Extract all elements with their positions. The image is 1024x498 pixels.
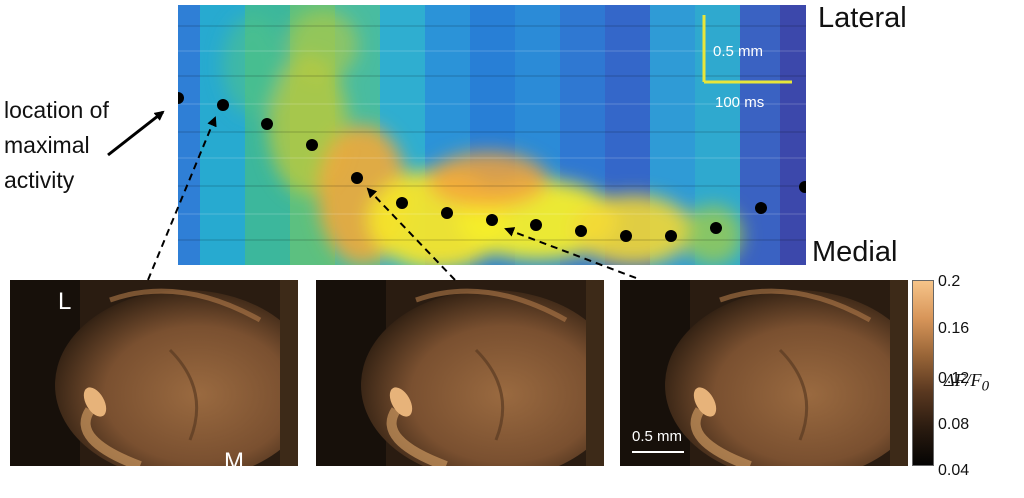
- colorbar-title-sub: 0: [981, 378, 990, 395]
- dot: [217, 99, 229, 111]
- lateral-label: Lateral: [818, 2, 907, 34]
- dot: [620, 230, 632, 242]
- colorbar: [912, 280, 934, 466]
- dot: [710, 222, 722, 234]
- location-line-2: maximal: [4, 132, 90, 158]
- dot: [530, 219, 542, 231]
- colorbar-tick: 0.16: [938, 320, 970, 337]
- dot: [351, 172, 363, 184]
- location-annotation: location of maximal activity: [4, 93, 109, 198]
- dot: [486, 214, 498, 226]
- location-arrow: [107, 110, 165, 157]
- tissue-image-3: 0.5 mm: [620, 280, 908, 466]
- kymograph-heatmap: 0.5 mm 100 ms: [178, 5, 806, 265]
- kymograph-scalebar: [702, 15, 792, 84]
- scale-space-label: 0.5 mm: [713, 43, 763, 60]
- dot: [755, 202, 767, 214]
- dot: [441, 207, 453, 219]
- tissue-image-1: L M: [10, 280, 298, 466]
- location-line-3: activity: [4, 167, 75, 193]
- colorbar-tick: 0.04: [938, 462, 970, 479]
- dot: [665, 230, 677, 242]
- dot: [575, 225, 587, 237]
- medial-label: Medial: [812, 236, 898, 268]
- colorbar-tick: 0.12: [938, 370, 970, 387]
- dot: [396, 197, 408, 209]
- colorbar-title: ΔF/F0: [944, 370, 989, 396]
- colorbar-tick: 0.2: [938, 273, 961, 290]
- tile-lateral-label: L: [58, 288, 72, 315]
- dot: [799, 181, 806, 193]
- dot: [178, 92, 184, 104]
- colorbar-title-main: ΔF/F: [944, 370, 982, 390]
- dot: [306, 139, 318, 151]
- location-line-1: location of: [4, 97, 109, 123]
- colorbar-tick: 0.08: [938, 416, 970, 433]
- tissue-image-2: [316, 280, 604, 466]
- tile-medial-label: M: [224, 448, 244, 466]
- scale-time-label: 100 ms: [715, 94, 764, 111]
- tissue-picture-1: [10, 280, 298, 466]
- tile-scale-label: 0.5 mm: [632, 428, 683, 445]
- tissue-picture-3: [620, 280, 908, 466]
- tissue-picture-2: [316, 280, 604, 466]
- dot: [261, 118, 273, 130]
